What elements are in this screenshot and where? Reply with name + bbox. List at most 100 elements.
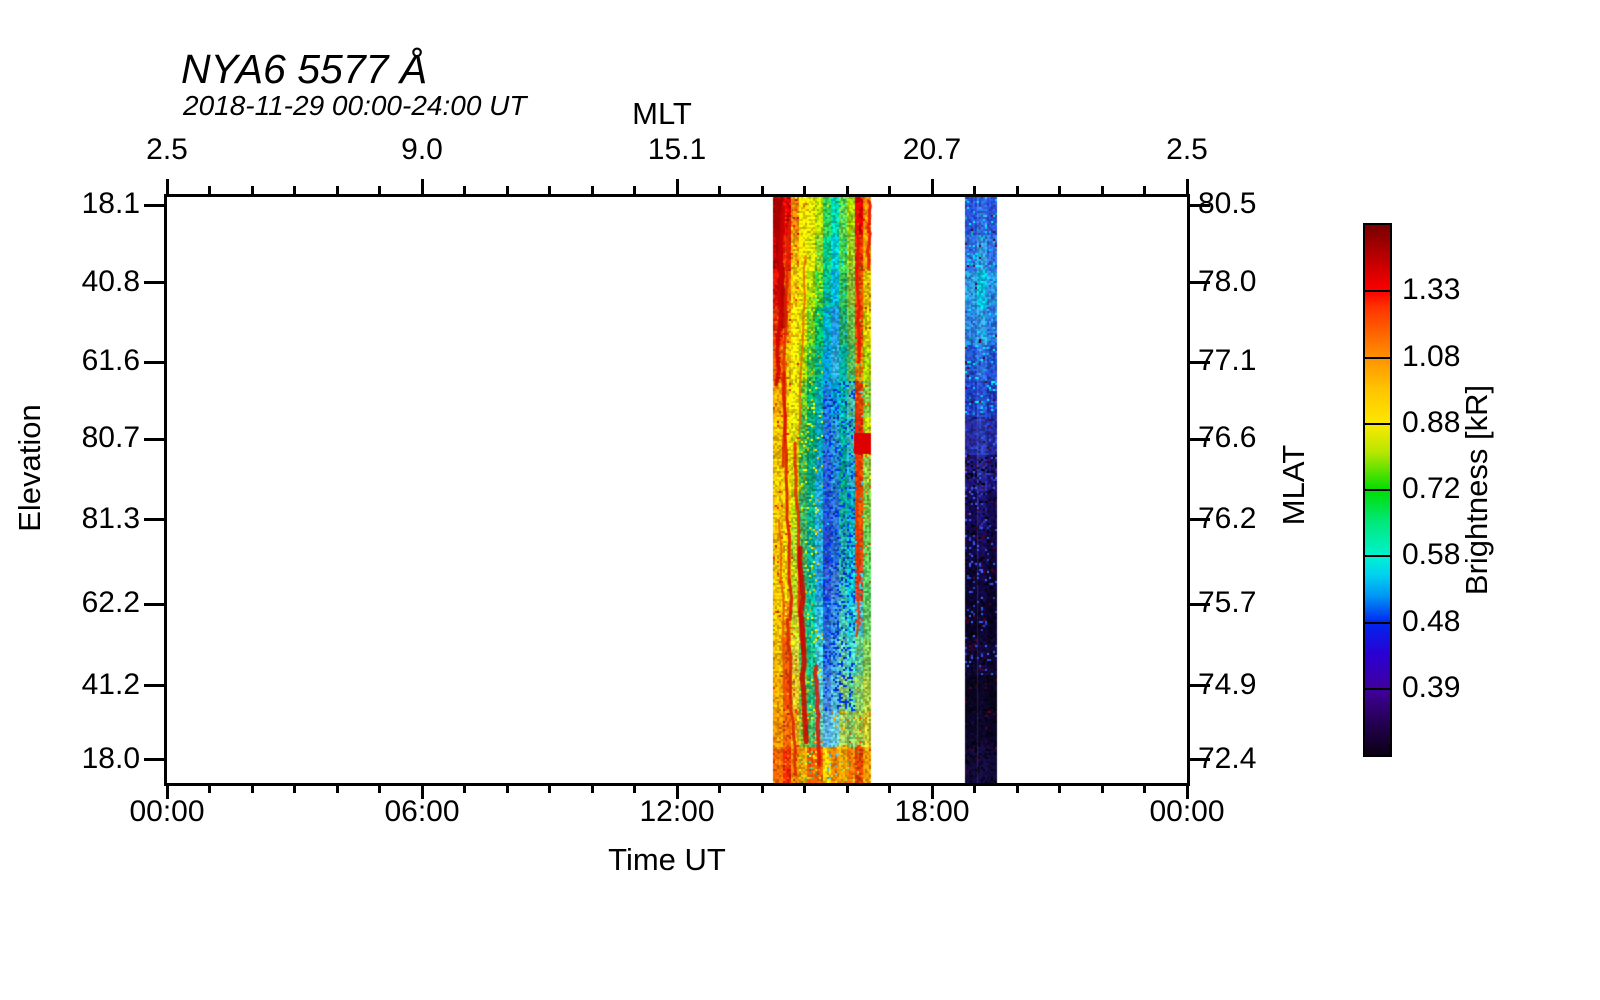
bottom-axis-tick (335, 786, 339, 793)
bottom-axis-tick (1143, 786, 1146, 793)
plot-title: NYA6 5577 Å (181, 46, 428, 92)
colorbar-tick-label: 1.33 (1402, 273, 1461, 307)
bottom-axis-tick (973, 786, 976, 793)
bottom-axis-tick (548, 786, 551, 793)
top-axis-tick (845, 186, 849, 194)
top-axis-tick (505, 186, 509, 194)
bottom-axis-tick (378, 786, 381, 793)
top-axis-tick (1015, 186, 1019, 194)
bottom-axis-tick (760, 786, 764, 793)
colorbar-tick-label: 1.08 (1402, 339, 1461, 373)
plot-box (164, 194, 1190, 786)
colorbar-tick-line (1365, 356, 1390, 359)
mlat-tick-label: 74.9 (1198, 667, 1257, 701)
top-axis-tick (1143, 186, 1146, 194)
colorbar-tick-line (1365, 290, 1390, 293)
time-tick-label: 06:00 (384, 795, 460, 828)
top-axis-tick (633, 186, 636, 194)
time-tick-label: 00:00 (129, 795, 205, 828)
mlt-tick-label: 2.5 (146, 133, 188, 166)
colorbar-tick-label: 0.58 (1402, 538, 1461, 572)
bottom-axis-tick (165, 786, 169, 799)
elevation-tick (144, 518, 164, 522)
top-axis-tick (675, 179, 679, 194)
mlat-tick (1190, 281, 1210, 285)
bottom-axis-tick (845, 786, 849, 793)
elevation-tick-label: 40.8 (81, 264, 140, 298)
colorbar-tick-line (1365, 687, 1390, 690)
top-axis-tick (760, 186, 764, 194)
top-axis-tick (293, 186, 296, 194)
elevation-tick-label: 80.7 (81, 421, 140, 455)
elevation-tick-label: 41.2 (81, 667, 140, 701)
elevation-tick-label: 18.1 (81, 187, 140, 221)
top-axis-tick (718, 186, 721, 194)
colorbar-tick-label: 0.48 (1402, 604, 1461, 638)
elevation-tick (144, 203, 164, 207)
top-axis-tick (590, 186, 594, 194)
top-axis-tick (1185, 179, 1189, 194)
colorbar (1363, 223, 1392, 757)
mlat-tick-label: 80.5 (1198, 187, 1257, 221)
bottom-axis-tick (463, 786, 466, 793)
mlat-tick-label: 76.2 (1198, 501, 1257, 535)
top-axis-tick (463, 186, 466, 194)
mlat-tick (1190, 437, 1210, 441)
elevation-tick (144, 602, 164, 606)
mlt-axis-title: MLT (632, 96, 692, 131)
mlat-tick (1190, 203, 1210, 207)
top-axis-tick (335, 186, 339, 194)
bottom-axis-tick (208, 786, 211, 793)
top-axis-tick (1100, 186, 1104, 194)
top-axis-tick (1058, 186, 1061, 194)
bottom-axis-tick (1015, 786, 1019, 793)
elevation-tick (144, 360, 164, 364)
colorbar-tick-label: 0.39 (1402, 670, 1461, 704)
mlat-tick-label: 72.4 (1198, 741, 1257, 775)
heatmap-canvas (167, 197, 1187, 783)
mlat-tick-label: 78.0 (1198, 264, 1257, 298)
bottom-axis-tick (1100, 786, 1104, 793)
mlat-tick (1190, 758, 1210, 762)
mlat-tick (1190, 360, 1210, 364)
top-axis-tick (888, 186, 891, 194)
time-tick-label: 18:00 (894, 795, 970, 828)
bottom-axis-tick (1185, 786, 1189, 799)
top-axis-tick (930, 179, 934, 194)
mlat-tick (1190, 518, 1210, 522)
top-axis-tick (548, 186, 551, 194)
top-axis-tick (208, 186, 211, 194)
top-axis-tick (250, 186, 254, 194)
time-tick-label: 00:00 (1149, 795, 1225, 828)
mlat-tick-label: 75.7 (1198, 586, 1257, 620)
bottom-axis-tick (633, 786, 636, 793)
top-axis-tick (378, 186, 381, 194)
bottom-axis-tick (888, 786, 891, 793)
elevation-tick (144, 281, 164, 285)
mlt-tick-label: 20.7 (902, 133, 962, 166)
time-tick-label: 12:00 (639, 795, 715, 828)
elevation-tick-label: 62.2 (81, 586, 140, 620)
elevation-tick-label: 61.6 (81, 344, 140, 378)
mlat-tick-label: 77.1 (1198, 344, 1257, 378)
bottom-axis-tick (250, 786, 254, 793)
top-axis-tick (973, 186, 976, 194)
elevation-tick (144, 437, 164, 441)
colorbar-tick-line (1365, 489, 1390, 491)
top-axis-tick (165, 179, 169, 194)
bottom-axis-tick (675, 786, 679, 799)
mlt-tick-label: 9.0 (401, 133, 443, 166)
mlat-tick-label: 76.6 (1198, 421, 1257, 455)
mlt-tick-label: 15.1 (647, 133, 707, 166)
bottom-axis-tick (718, 786, 721, 793)
bottom-axis-tick (590, 786, 594, 793)
bottom-axis-tick (803, 786, 806, 793)
bottom-axis-tick (505, 786, 509, 793)
bottom-axis-tick (930, 786, 934, 799)
colorbar-tick-label: 0.72 (1402, 472, 1461, 505)
plot-subtitle: 2018-11-29 00:00-24:00 UT (183, 90, 527, 121)
elevation-tick (144, 684, 164, 688)
colorbar-tick-line (1365, 555, 1390, 558)
mlat-tick (1190, 684, 1210, 688)
